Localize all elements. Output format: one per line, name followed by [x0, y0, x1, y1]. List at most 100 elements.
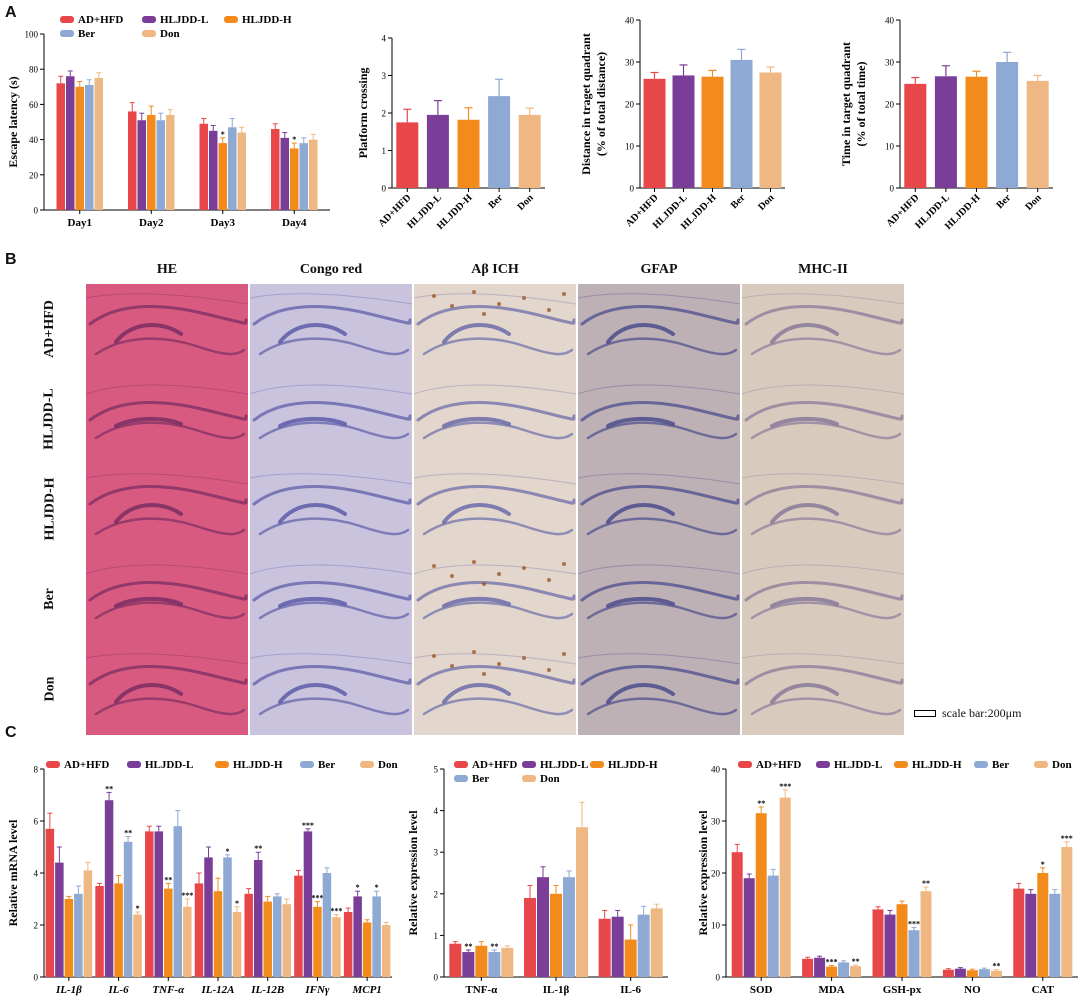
bar-ber-il-1: [74, 893, 83, 977]
histology-image-ber-mhc-ii: [742, 554, 904, 645]
panel-label-a: A: [5, 4, 17, 21]
y-tick-label: 0: [34, 206, 39, 216]
legend-label-hljdd-h: HLJDD-H: [912, 759, 962, 771]
histology-image-don-a-ich: [414, 644, 576, 735]
y-tick-label: 0: [890, 184, 895, 194]
bar-hljdd-l-il-1: [537, 877, 549, 977]
legend-swatch-hljdd-h: [894, 761, 908, 768]
column-header-mhc-ii: MHC-II: [798, 262, 848, 277]
legend-label-don: Don: [160, 28, 180, 40]
bar-ad-hfd-no: [942, 969, 954, 977]
bar-ber: [730, 59, 753, 189]
legend-label-ad-hfd: AD+HFD: [64, 759, 109, 771]
bar-hljdd-l-mda: [814, 957, 826, 977]
bar-hljdd-h-mcp1: [362, 922, 372, 977]
bar-don-day3: [237, 132, 246, 210]
significance-mark: ***: [826, 958, 838, 967]
legend-label-hljdd-l: HLJDD-L: [160, 14, 208, 26]
significance-mark: *: [235, 899, 239, 908]
bar-hljdd-h-il-12a: [213, 891, 223, 977]
significance-mark: *: [226, 847, 230, 856]
bar-hljdd-l-no: [954, 968, 966, 977]
bar-don-il-6: [133, 914, 142, 977]
legend-swatch-ad-hfd: [60, 16, 74, 23]
bar-ber-ifn: [322, 873, 332, 977]
bar-hljdd-h: [965, 76, 988, 188]
x-tick-label: TNF-α: [465, 984, 498, 996]
histology-image-ad-hfd-mhc-ii: [742, 284, 904, 375]
bar-ber-day2: [156, 120, 165, 210]
y-tick-label: 40: [711, 765, 721, 775]
bar-hljdd-l-day3: [209, 130, 218, 210]
bar-ber-day1: [85, 85, 94, 210]
bar-hljdd-h-day2: [147, 114, 156, 210]
histology-image-hljdd-h-a-ich: [414, 464, 576, 555]
bar-hljdd-l-il-1: [55, 862, 64, 977]
y-tick-label: 40: [29, 135, 39, 145]
bar-don-tnf: [501, 947, 514, 977]
bar-don-il-12b: [282, 904, 291, 977]
bar-don-no: [990, 970, 1002, 977]
x-tick-label: IL-12B: [250, 984, 284, 996]
bar-ad-hfd-tnf: [145, 831, 154, 977]
x-tick-label: Ber: [486, 192, 505, 211]
y-tick-label: 4: [382, 34, 387, 44]
legend-swatch-ber: [454, 775, 468, 782]
scale-bar-label: scale bar:200μm: [942, 706, 1022, 720]
bar-ber: [488, 96, 511, 188]
histology-image-hljdd-l-a-ich: [414, 374, 576, 465]
legend-label-don: Don: [378, 759, 398, 771]
bar-ad-hfd-il-12a: [194, 883, 204, 977]
x-tick-label: IL-1β: [543, 984, 570, 996]
y-tick-label: 2: [382, 109, 387, 119]
x-tick-label: Day1: [68, 217, 92, 229]
histology-image-ad-hfd-congo-red: [250, 284, 412, 375]
bar-hljdd-l-day2: [137, 120, 146, 210]
x-tick-label: IL-1β: [55, 984, 82, 996]
y-tick-label: 80: [29, 65, 39, 75]
legend-swatch-ad-hfd: [738, 761, 752, 768]
legend-label-ber: Ber: [318, 759, 335, 771]
legend-swatch-hljdd-h: [590, 761, 604, 768]
significance-mark: **: [922, 879, 930, 888]
bar-hljdd-l-tnf: [154, 831, 164, 977]
y-axis-label: Distance in traget quadrant: [579, 33, 593, 175]
legend-swatch-ber: [60, 30, 74, 37]
distance-target-quadrant-chart: 0 10 20 30 40 Distance in traget quadrant (% o…: [579, 16, 785, 232]
histology-image-don-gfap: [578, 644, 740, 735]
histology-image-don-congo-red: [250, 644, 412, 735]
legend-label-don: Don: [540, 773, 560, 785]
histology-image-don-he: [86, 644, 248, 735]
x-tick-label: IFNγ: [304, 984, 330, 996]
x-tick-label: Day3: [211, 217, 236, 229]
bar-ad-hfd-cat: [1013, 888, 1025, 977]
histology-image-don-mhc-ii: [742, 644, 904, 735]
significance-mark: **: [105, 784, 113, 793]
bar-hljdd-h-cat: [1037, 873, 1049, 977]
legend-label-ber: Ber: [78, 28, 95, 40]
bar-don-tnf: [183, 906, 192, 977]
x-tick-label: Ber: [729, 192, 748, 211]
bar-don-gsh-px: [920, 891, 932, 977]
legend-label-hljdd-l: HLJDD-L: [834, 759, 882, 771]
x-tick-label: IL-12A: [201, 984, 235, 996]
bar-hljdd-l-il-6: [611, 916, 624, 977]
bar-ad-hfd: [396, 122, 419, 188]
significance-mark: ***: [330, 907, 342, 916]
legend-swatch-hljdd-h: [215, 761, 229, 768]
y-tick-label: 20: [625, 100, 635, 110]
y-tick-label: 3: [382, 71, 387, 81]
panel-label-b: B: [5, 251, 17, 268]
significance-mark: **: [124, 829, 132, 838]
legend-swatch-don: [1034, 761, 1048, 768]
bar-ad-hfd-gsh-px: [872, 909, 884, 977]
y-tick-label: 4: [34, 869, 39, 879]
legend-label-ad-hfd: AD+HFD: [756, 759, 801, 771]
y-tick-label: 2: [34, 921, 39, 931]
y-tick-label: 10: [625, 142, 635, 152]
legend-swatch-ad-hfd: [454, 761, 468, 768]
y-tick-label: 1: [434, 931, 439, 941]
significance-mark: *: [375, 883, 379, 892]
significance-mark: ***: [779, 782, 791, 791]
